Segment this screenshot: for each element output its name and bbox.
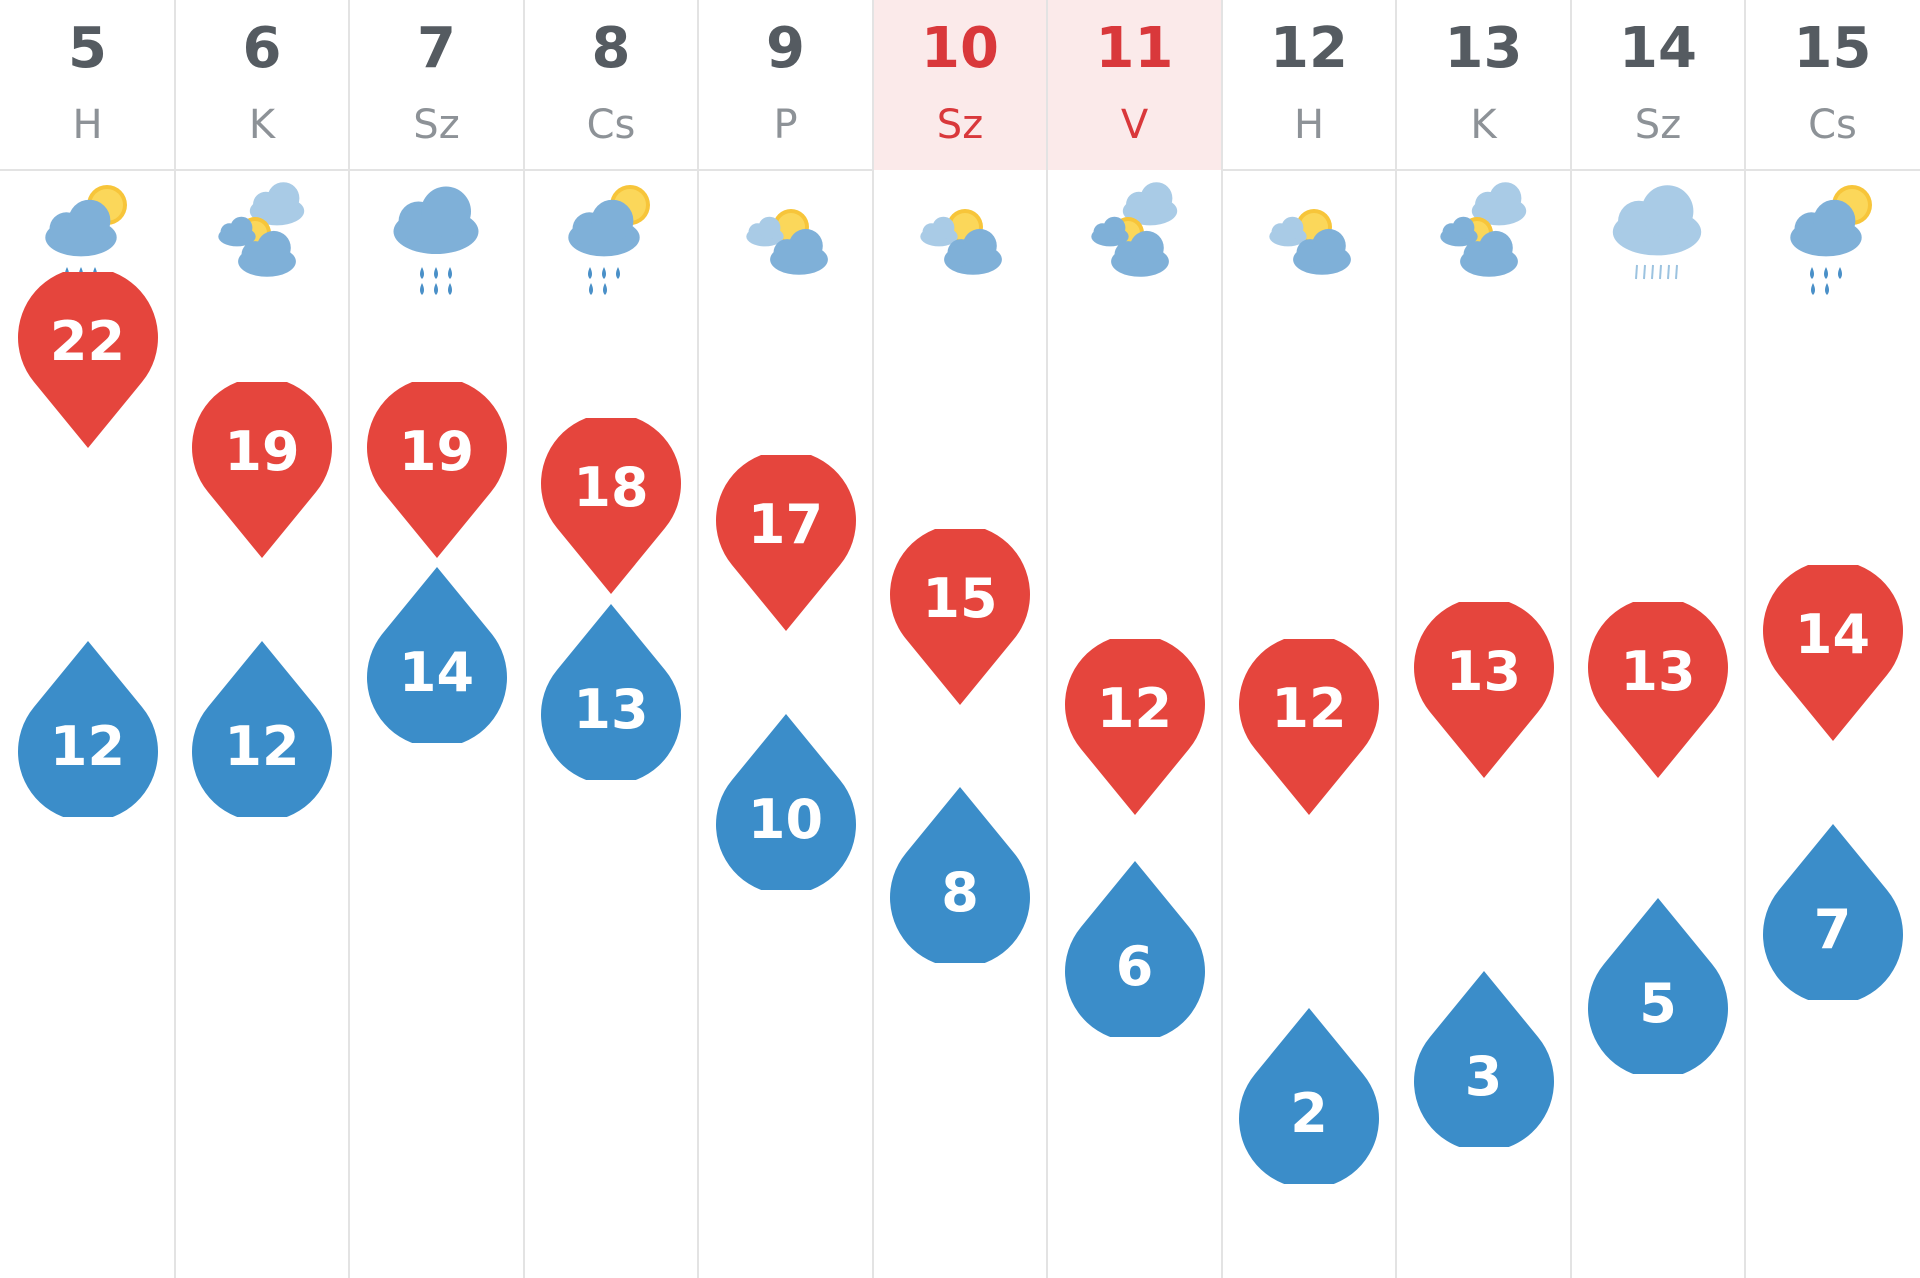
day-number: 7 (417, 16, 456, 81)
day-number: 12 (1270, 16, 1348, 81)
showers-partly-sunny-icon (1768, 175, 1898, 305)
low-temp-marker: 12 (14, 639, 162, 817)
low-temp-value: 14 (398, 641, 475, 705)
day-number: 8 (591, 16, 631, 81)
high-temp-value: 15 (922, 566, 998, 630)
high-temp-marker: 15 (886, 528, 1034, 707)
rain-cloud-icon (372, 175, 502, 305)
high-temp-marker: 18 (537, 418, 685, 596)
day-abbreviation: P (773, 102, 798, 148)
day-column[interactable]: 13 K 13 3 (1396, 0, 1571, 1278)
high-temp-marker: 12 (1061, 638, 1209, 817)
day-abbreviation: H (1293, 102, 1325, 148)
high-temp-marker: 19 (363, 381, 511, 560)
mostly-cloudy-sun-icon (1244, 175, 1374, 305)
showers-partly-sunny-icon (546, 175, 676, 305)
high-temp-value: 12 (1096, 676, 1173, 740)
high-temp-value: 13 (1445, 639, 1522, 703)
high-temp-value: 14 (1794, 603, 1871, 667)
day-number: 15 (1793, 16, 1872, 81)
mostly-cloudy-sun-icon (895, 175, 1025, 305)
high-temp-value: 12 (1271, 676, 1347, 740)
low-temp-value: 8 (941, 861, 979, 925)
day-column[interactable]: 10 Sz 15 8 (873, 0, 1047, 1278)
low-temp-marker: 8 (886, 785, 1034, 964)
low-temp-value: 2 (1290, 1081, 1328, 1145)
column-divider (1221, 0, 1223, 1278)
high-temp-marker: 13 (1410, 601, 1558, 780)
high-temp-marker: 12 (1235, 638, 1383, 817)
day-column[interactable]: 11 V 12 6 (1047, 0, 1222, 1278)
high-temp-marker: 14 (1759, 565, 1907, 743)
partly-cloudy-icon (1070, 175, 1200, 305)
high-temp-marker: 13 (1584, 601, 1732, 780)
high-temp-marker: 17 (712, 455, 860, 633)
day-column[interactable]: 12 H 12 2 (1222, 0, 1396, 1278)
partly-cloudy-icon (197, 175, 327, 305)
day-abbreviation: Cs (586, 102, 636, 148)
day-column[interactable]: 8 Cs 18 13 (524, 0, 698, 1278)
low-temp-marker: 2 (1235, 1006, 1383, 1184)
high-temp-marker: 19 (188, 381, 336, 560)
low-temp-value: 12 (49, 714, 126, 778)
day-number: 14 (1619, 16, 1697, 81)
drizzle-cloud-icon (1593, 175, 1723, 305)
day-abbreviation: Sz (1634, 102, 1682, 148)
low-temp-marker: 6 (1061, 859, 1209, 1037)
partly-cloudy-icon (1419, 175, 1549, 305)
day-abbreviation: Cs (1808, 102, 1857, 148)
low-temp-value: 5 (1639, 971, 1677, 1035)
showers-partly-sunny-icon (23, 175, 153, 305)
low-temp-value: 3 (1464, 1044, 1503, 1108)
day-abbreviation: Sz (936, 102, 984, 148)
day-number: 6 (242, 16, 282, 81)
low-temp-marker: 14 (363, 565, 511, 744)
low-temp-value: 6 (1115, 934, 1154, 998)
day-abbreviation: K (248, 102, 276, 148)
mostly-cloudy-sun-icon (721, 175, 851, 305)
day-column[interactable]: 5 H 22 12 (0, 0, 175, 1278)
day-abbreviation: Sz (413, 102, 460, 148)
day-column[interactable]: 15 Cs 14 7 (1745, 0, 1920, 1278)
high-temp-value: 22 (49, 309, 126, 373)
day-number: 10 (921, 16, 999, 81)
low-temp-marker: 12 (188, 639, 336, 817)
column-divider (174, 0, 176, 1278)
low-temp-marker: 7 (1759, 822, 1907, 1001)
column-divider (1046, 0, 1048, 1278)
column-divider (523, 0, 525, 1278)
low-temp-marker: 10 (712, 712, 860, 890)
low-temp-marker: 5 (1584, 896, 1732, 1074)
day-number: 13 (1444, 16, 1523, 81)
day-number: 9 (766, 16, 805, 81)
low-temp-value: 13 (573, 677, 649, 741)
low-temp-value: 10 (747, 788, 824, 851)
high-temp-value: 19 (398, 419, 475, 483)
high-temp-value: 18 (573, 456, 649, 520)
column-divider (348, 0, 350, 1278)
high-temp-value: 17 (747, 493, 824, 557)
day-column[interactable]: 9 P 17 10 (698, 0, 873, 1278)
low-temp-marker: 3 (1410, 969, 1558, 1147)
day-abbreviation: H (72, 102, 103, 148)
column-divider (1395, 0, 1397, 1278)
low-temp-value: 12 (224, 714, 300, 778)
day-abbreviation: K (1470, 102, 1497, 148)
day-abbreviation: V (1120, 102, 1149, 148)
low-temp-marker: 13 (537, 602, 685, 780)
day-number: 5 (68, 16, 107, 81)
high-temp-marker: 22 (14, 271, 162, 450)
column-divider (1570, 0, 1572, 1278)
high-temp-value: 19 (224, 419, 300, 483)
day-number: 11 (1095, 16, 1174, 81)
day-column[interactable]: 7 Sz 19 14 (349, 0, 524, 1278)
low-temp-value: 7 (1813, 898, 1852, 962)
high-temp-value: 13 (1620, 639, 1696, 703)
day-column[interactable]: 14 Sz 13 5 (1571, 0, 1745, 1278)
column-divider (1744, 0, 1746, 1278)
day-column[interactable]: 6 K 19 12 (175, 0, 349, 1278)
column-divider (872, 0, 874, 1278)
column-divider (697, 0, 699, 1278)
